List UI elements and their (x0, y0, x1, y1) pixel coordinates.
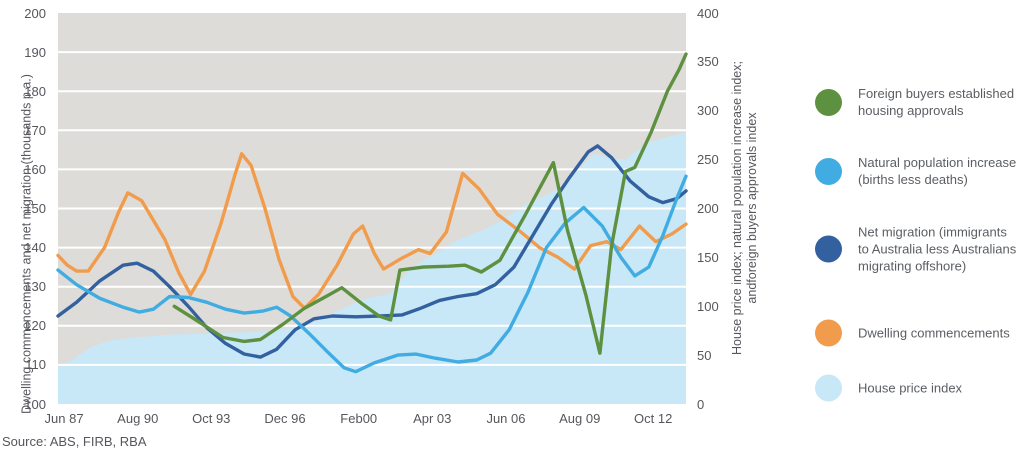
series-dwelling-commencements (56, 152, 688, 310)
legend-swatch-net-migration (815, 235, 842, 263)
x-axis-tick-label: Apr 03 (413, 411, 452, 426)
y-axis-tick-label-right: 250 (697, 152, 719, 168)
y-axis-tick-label-left: 150 (24, 201, 46, 216)
legend-item: Dwelling commencements (815, 319, 1010, 347)
legend-item: House price index (815, 374, 963, 402)
y-axis-tick-label-right: 350 (697, 54, 719, 70)
y-axis-tick-label-left: 140 (24, 240, 46, 256)
y-axis-tick-label-left: 130 (24, 279, 46, 295)
y-axis-tick-label-right: 200 (697, 201, 719, 216)
legend-swatch-house-price-index (815, 374, 842, 402)
x-axis-tick-label: Jun 87 (44, 411, 84, 426)
legend-item: Natural population increase (births less… (815, 154, 1016, 188)
legend-swatch-foreign-buyers (815, 88, 842, 116)
legend-item: Foreign buyers established housing appro… (815, 85, 1014, 119)
x-axis-tick-label: Aug 90 (117, 411, 159, 426)
y-axis-tick-label-left: 180 (24, 83, 46, 99)
legend-label: Foreign buyers established housing appro… (858, 86, 1015, 118)
y-axis-tick-label-right: 400 (697, 5, 719, 21)
x-axis-tick-label: Aug 09 (559, 411, 601, 426)
y-axis-tick-label-left: 200 (24, 5, 46, 21)
y-axis-tick-label-left: 170 (24, 122, 46, 138)
y-axis-tick-label-right: 100 (697, 298, 719, 314)
legend-label: House price index (858, 380, 963, 396)
y-axis-tick-label-left: 160 (24, 161, 46, 177)
right-axis-title-line1: House price index; natural population in… (730, 61, 744, 355)
right-axis-title: House price index; natural population in… (730, 0, 760, 418)
right-axis-title-line2: andforeign buyers approvals index (745, 112, 759, 304)
legend: Foreign buyers established housing appro… (815, 0, 1020, 458)
y-axis-tick-label-left: 110 (25, 357, 46, 373)
legend-item: Net migration (immigrants to Australia l… (815, 224, 1016, 275)
x-axis-tick-label: Oct 93 (192, 411, 231, 426)
legend-label: Natural population increase (births less… (858, 155, 1017, 187)
left-axis-title: Dwelling commencements and net migration… (19, 74, 34, 414)
y-axis-tick-label-left: 100 (24, 396, 46, 412)
y-axis-tick-label-right: 300 (697, 103, 719, 119)
legend-swatch-natural-increase (815, 157, 842, 185)
source-note: Source: ABS, FIRB, RBA (2, 434, 147, 449)
series-foreign-buyers-established-housing-appro (172, 52, 688, 355)
x-axis-tick-label: Dec 96 (264, 411, 306, 426)
y-axis-tick-label-left: 190 (24, 44, 46, 60)
y-axis-tick-label-left: 120 (24, 318, 46, 334)
legend-label: Net migration (immigrants to Australia l… (858, 224, 1017, 274)
y-axis-tick-label-right: 50 (697, 347, 712, 363)
legend-label: Dwelling commencements (858, 325, 1010, 341)
x-axis-tick-label: Jun 06 (486, 411, 526, 426)
x-axis-tick-label: Feb00 (340, 411, 378, 426)
y-axis-tick-label-right: 150 (697, 249, 719, 265)
x-axis-tick-label: Oct 12 (634, 411, 673, 426)
series-natural-population-increase-births-less- (56, 174, 688, 374)
y-axis-tick-label-right: 0 (697, 396, 705, 412)
legend-swatch-dwelling-commencements (815, 319, 842, 347)
